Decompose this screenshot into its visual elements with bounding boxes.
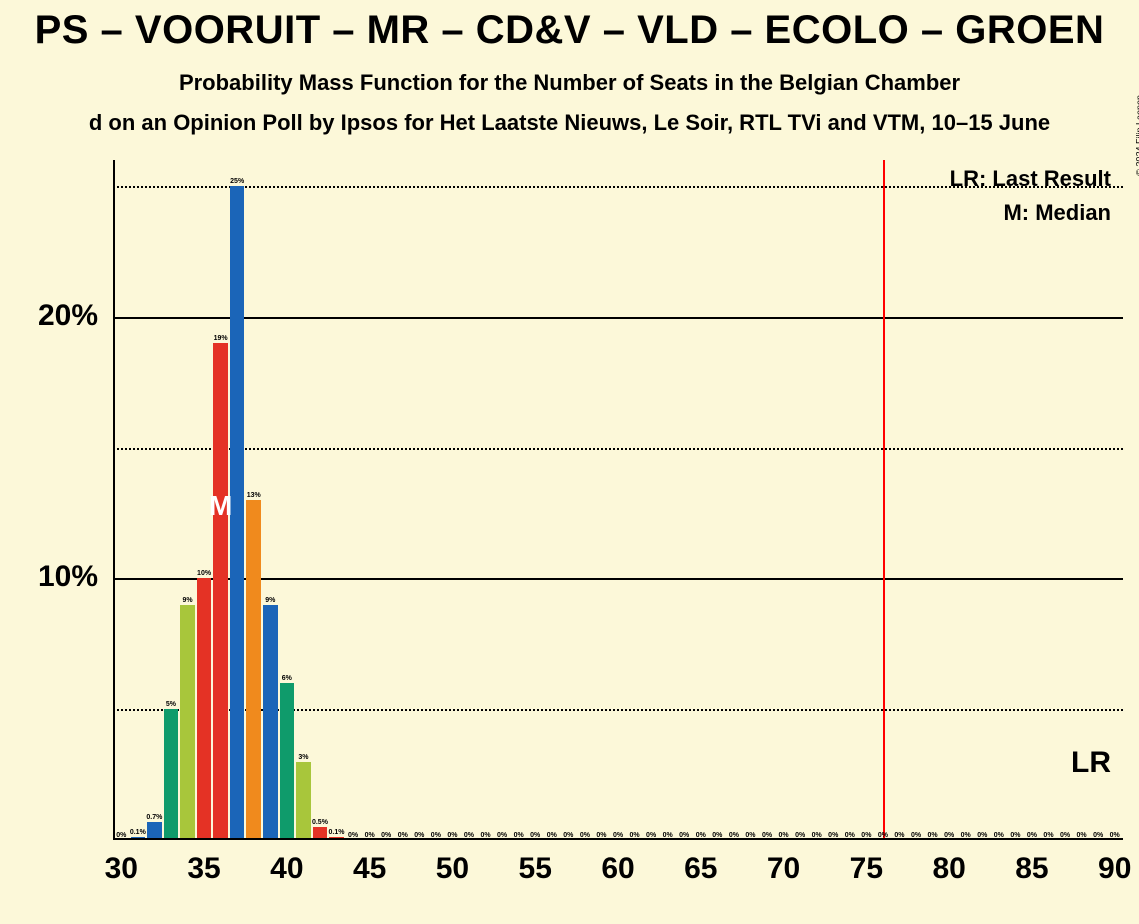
bar-value-label: 9% xyxy=(265,597,275,604)
bar xyxy=(164,709,179,840)
bar xyxy=(280,683,295,840)
y-tick-label: 20% xyxy=(0,299,98,333)
x-tick-label: 40 xyxy=(270,852,303,886)
bar xyxy=(180,605,195,840)
bar xyxy=(197,578,212,840)
bar-value-label: 5% xyxy=(166,701,176,708)
x-tick-label: 30 xyxy=(105,852,138,886)
x-tick-label: 85 xyxy=(1015,852,1048,886)
bar-value-label: 0.1% xyxy=(130,829,146,836)
legend-median: M: Median xyxy=(1003,200,1111,226)
bar-value-label: 0.5% xyxy=(312,819,328,826)
x-tick-label: 55 xyxy=(519,852,552,886)
bar-value-label: 0.1% xyxy=(329,829,345,836)
x-tick-label: 70 xyxy=(767,852,800,886)
y-axis xyxy=(113,160,115,840)
x-tick-label: 50 xyxy=(436,852,469,886)
bar-value-label: 19% xyxy=(214,335,228,342)
x-tick-label: 60 xyxy=(601,852,634,886)
x-tick-label: 35 xyxy=(187,852,220,886)
plot-area: 0%0.1%0.7%5%9%10%19%25%13%9%6%3%0.5%0.1%… xyxy=(113,160,1123,840)
x-tick-label: 75 xyxy=(850,852,883,886)
bar-value-label: 9% xyxy=(182,597,192,604)
gridline-major xyxy=(113,578,1123,580)
x-tick-label: 65 xyxy=(684,852,717,886)
chart-root: PS – VOORUIT – MR – CD&V – VLD – ECOLO –… xyxy=(0,0,1139,924)
x-axis xyxy=(113,838,1123,840)
copyright-text: © 2024 Filip Laenen xyxy=(1135,95,1139,176)
bar-value-label: 6% xyxy=(282,675,292,682)
bar xyxy=(246,500,261,840)
gridline-major xyxy=(113,317,1123,319)
bar xyxy=(213,343,228,840)
x-tick-label: 45 xyxy=(353,852,386,886)
last-result-label: LR xyxy=(1071,746,1111,780)
bar xyxy=(296,762,311,840)
bar-value-label: 3% xyxy=(298,754,308,761)
bar-value-label: 10% xyxy=(197,570,211,577)
bar-value-label: 13% xyxy=(247,492,261,499)
gridline-minor xyxy=(113,448,1123,450)
x-tick-label: 90 xyxy=(1098,852,1131,886)
chart-title: PS – VOORUIT – MR – CD&V – VLD – ECOLO –… xyxy=(35,8,1105,53)
bar-value-label: 0.7% xyxy=(146,814,162,821)
chart-subtitle-1: Probability Mass Function for the Number… xyxy=(179,70,960,96)
legend-last-result: LR: Last Result xyxy=(950,166,1111,192)
last-result-line xyxy=(883,160,885,840)
y-tick-label: 10% xyxy=(0,560,98,594)
median-marker: M xyxy=(209,490,232,522)
chart-subtitle-2: d on an Opinion Poll by Ipsos for Het La… xyxy=(89,110,1050,136)
bar xyxy=(263,605,278,840)
x-tick-label: 80 xyxy=(932,852,965,886)
bar-value-label: 25% xyxy=(230,178,244,185)
